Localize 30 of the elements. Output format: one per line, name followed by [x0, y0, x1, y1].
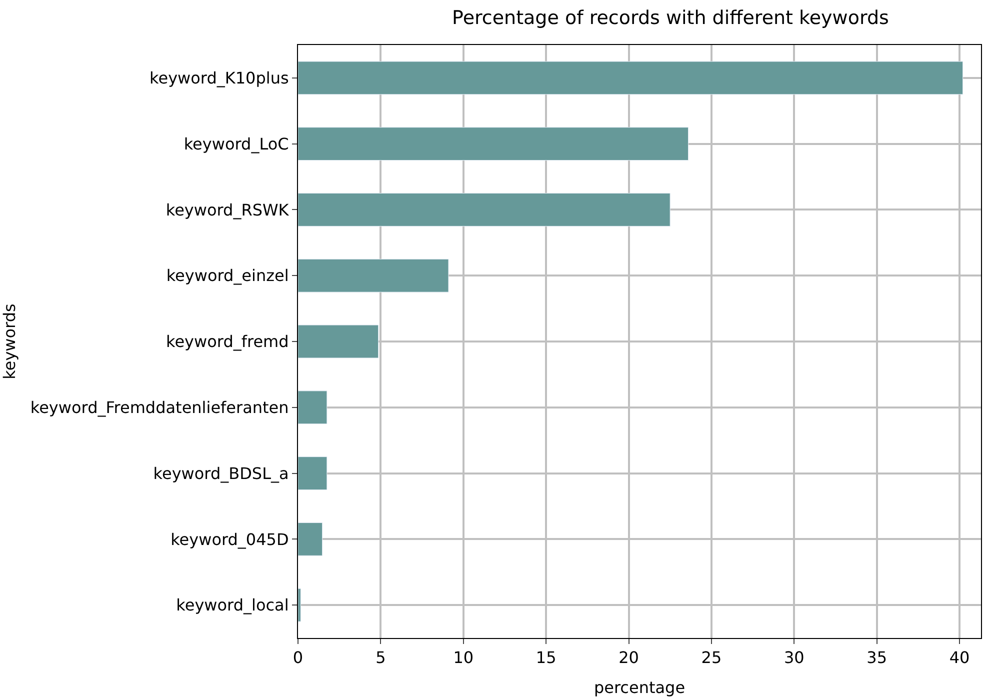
y-tick-label: keyword_LoC	[184, 134, 289, 154]
bar	[298, 522, 323, 556]
bar	[298, 258, 449, 292]
x-tick-label: 10	[453, 648, 474, 668]
bar	[298, 127, 689, 161]
y-tick-label: keyword_045D	[170, 530, 289, 549]
y-tick-label: keyword_einzel	[166, 266, 289, 286]
x-tick-label: 5	[376, 648, 386, 668]
bar	[298, 193, 670, 226]
x-tick-label: 0	[292, 648, 304, 668]
bar	[298, 588, 301, 622]
bar	[298, 61, 964, 95]
y-tick-label: keyword_BDSL_a	[153, 464, 289, 483]
y-tick-label: keyword_K10plus	[150, 68, 289, 88]
y-axis-title: keywords	[0, 304, 19, 380]
x-tick-label: 30	[784, 648, 804, 668]
y-tick-label: keyword_local	[176, 596, 289, 615]
x-tick-label: 35	[866, 648, 887, 668]
x-tick-label: 25	[701, 648, 722, 668]
x-tick-label: 20	[618, 648, 639, 668]
chart-title: Percentage of records with different keywords	[452, 6, 889, 29]
x-tick-label: 15	[536, 648, 556, 668]
x-tick-label: 40	[949, 648, 970, 668]
y-tick-label: keyword_Fremddatenlieferanten	[30, 398, 289, 417]
y-tick-label: keyword_RSWK	[166, 200, 290, 220]
x-axis-title: percentage	[594, 678, 686, 697]
bar	[298, 324, 379, 358]
bar	[298, 456, 328, 490]
y-tick-label: keyword_fremd	[166, 332, 289, 352]
bar	[298, 390, 328, 424]
